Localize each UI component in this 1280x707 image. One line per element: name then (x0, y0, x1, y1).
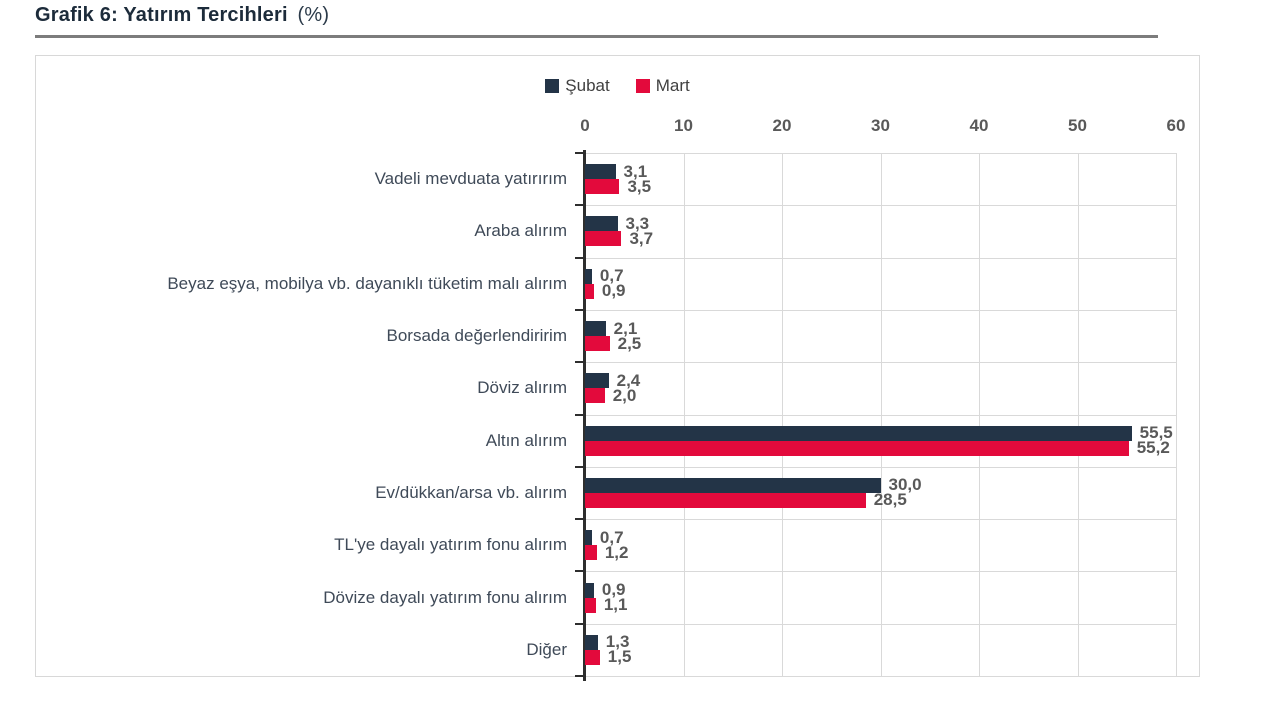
value-label: 0,9 (601, 281, 626, 301)
grid-line-vertical (1176, 153, 1177, 676)
value-label: 55,2 (1136, 438, 1170, 458)
bar-subat (585, 268, 592, 284)
bar-mart (585, 649, 600, 665)
axis-tick (575, 204, 583, 207)
bar-subat (585, 216, 618, 232)
x-tick-label: 50 (1068, 116, 1087, 135)
axis-tick (575, 570, 583, 573)
bar-subat (585, 321, 606, 337)
value-label: 2,4 (616, 370, 641, 390)
category-label: Araba alırım (474, 221, 567, 241)
bar-mart (585, 283, 594, 299)
grid-line-horizontal (585, 519, 1176, 521)
legend-label: Şubat (565, 76, 610, 95)
grid-line-horizontal (585, 205, 1176, 207)
x-tick-label: 10 (674, 116, 693, 135)
chart-title-text: Grafik 6: Yatırım Tercihleri (35, 4, 288, 26)
axis-tick (575, 308, 583, 311)
category-label: Ev/dükkan/arsa vb. alırım (375, 482, 567, 502)
axis-tick (575, 361, 583, 364)
axis-tick (575, 518, 583, 521)
x-tick-label: 40 (969, 116, 989, 135)
value-label: 1,2 (604, 542, 629, 562)
value-label: 30,0 (888, 475, 922, 495)
bar-subat (585, 634, 598, 650)
grid-line-horizontal (585, 153, 1176, 154)
title-underline (35, 35, 1158, 38)
grid-line-horizontal (585, 676, 1176, 677)
value-label: 0,7 (599, 266, 624, 286)
value-label: 2,0 (612, 385, 637, 405)
category-label: Döviz alırım (477, 378, 567, 398)
grid-line-horizontal (585, 257, 1176, 259)
legend-swatch-mart (635, 79, 650, 93)
category-label: Diğer (526, 639, 567, 659)
legend-swatch-subat (545, 79, 560, 93)
y-axis-line (583, 150, 586, 681)
legend-item-subat: Şubat (545, 76, 610, 96)
bar-subat (585, 164, 616, 180)
chart-legend: Şubat Mart (36, 76, 1199, 96)
axis-tick (575, 413, 583, 416)
category-label: TL'ye dayalı yatırım fonu alırım (334, 535, 567, 555)
category-label: Vadeli mevduata yatırırım (374, 169, 567, 189)
bar-mart (585, 388, 605, 404)
value-label: 3,7 (629, 228, 654, 248)
plot-area: 3,1 3,5 3,3 3,7 0,7 0,9 2,1 2,5 2,4 2,0 55,5 55,2 30… (575, 150, 1177, 681)
category-label: Altın alırım (485, 430, 567, 450)
category-label: Dövize dayalı yatırım fonu alırım (323, 587, 567, 607)
category-label: Borsada değerlendiririm (386, 326, 567, 346)
value-label: 2,1 (613, 318, 638, 338)
bar-mart (585, 440, 1129, 456)
value-label: 3,3 (625, 213, 650, 233)
grid-line-horizontal (585, 623, 1176, 625)
grid-line-horizontal (585, 309, 1176, 311)
value-label: 3,5 (627, 176, 652, 196)
legend-item-mart: Mart (635, 76, 690, 96)
bar-subat (585, 530, 592, 546)
chart-container: Şubat Mart 0 10 20 30 40 50 60 3,1 3,5 3,3 3,7 0,7 0… (35, 55, 1200, 681)
bar-mart (585, 492, 866, 508)
value-label: 3,1 (623, 161, 648, 181)
category-label: Beyaz eşya, mobilya vb. dayanıklı tüketi… (167, 273, 567, 293)
grid-line-horizontal (585, 414, 1176, 416)
chart-title-unit: (%) (297, 4, 330, 26)
bar-subat (585, 582, 594, 598)
value-label: 1,5 (607, 647, 632, 667)
value-label: 1,3 (605, 632, 630, 652)
value-label: 0,9 (601, 580, 626, 600)
bar-mart (585, 597, 596, 613)
value-label: 0,7 (599, 527, 624, 547)
grid-line-horizontal (585, 571, 1176, 573)
grid-line-horizontal (585, 362, 1176, 364)
axis-tick (575, 465, 583, 468)
x-tick-label: 20 (772, 116, 792, 135)
value-label: 55,5 (1139, 423, 1173, 443)
x-tick-label: 30 (871, 116, 890, 135)
x-tick-label: 60 (1166, 116, 1186, 135)
value-label: 2,5 (617, 333, 642, 353)
legend-label: Mart (655, 76, 690, 95)
bar-subat (585, 373, 609, 389)
value-label: 1,1 (603, 595, 628, 615)
grid-line-horizontal (585, 466, 1176, 468)
axis-tick (575, 256, 583, 259)
bar-mart (585, 336, 610, 352)
axis-tick (575, 622, 583, 625)
axis-tick (575, 675, 583, 677)
value-label: 28,5 (873, 490, 907, 510)
bar-mart (585, 545, 597, 561)
bar-subat (585, 425, 1132, 441)
bar-mart (585, 179, 620, 195)
bar-mart (585, 231, 622, 247)
axis-tick (575, 152, 583, 154)
bar-subat (585, 477, 881, 493)
page-title: Grafik 6: Yatırım Tercihleri (%) (35, 4, 329, 27)
x-tick-label: 0 (580, 116, 590, 135)
